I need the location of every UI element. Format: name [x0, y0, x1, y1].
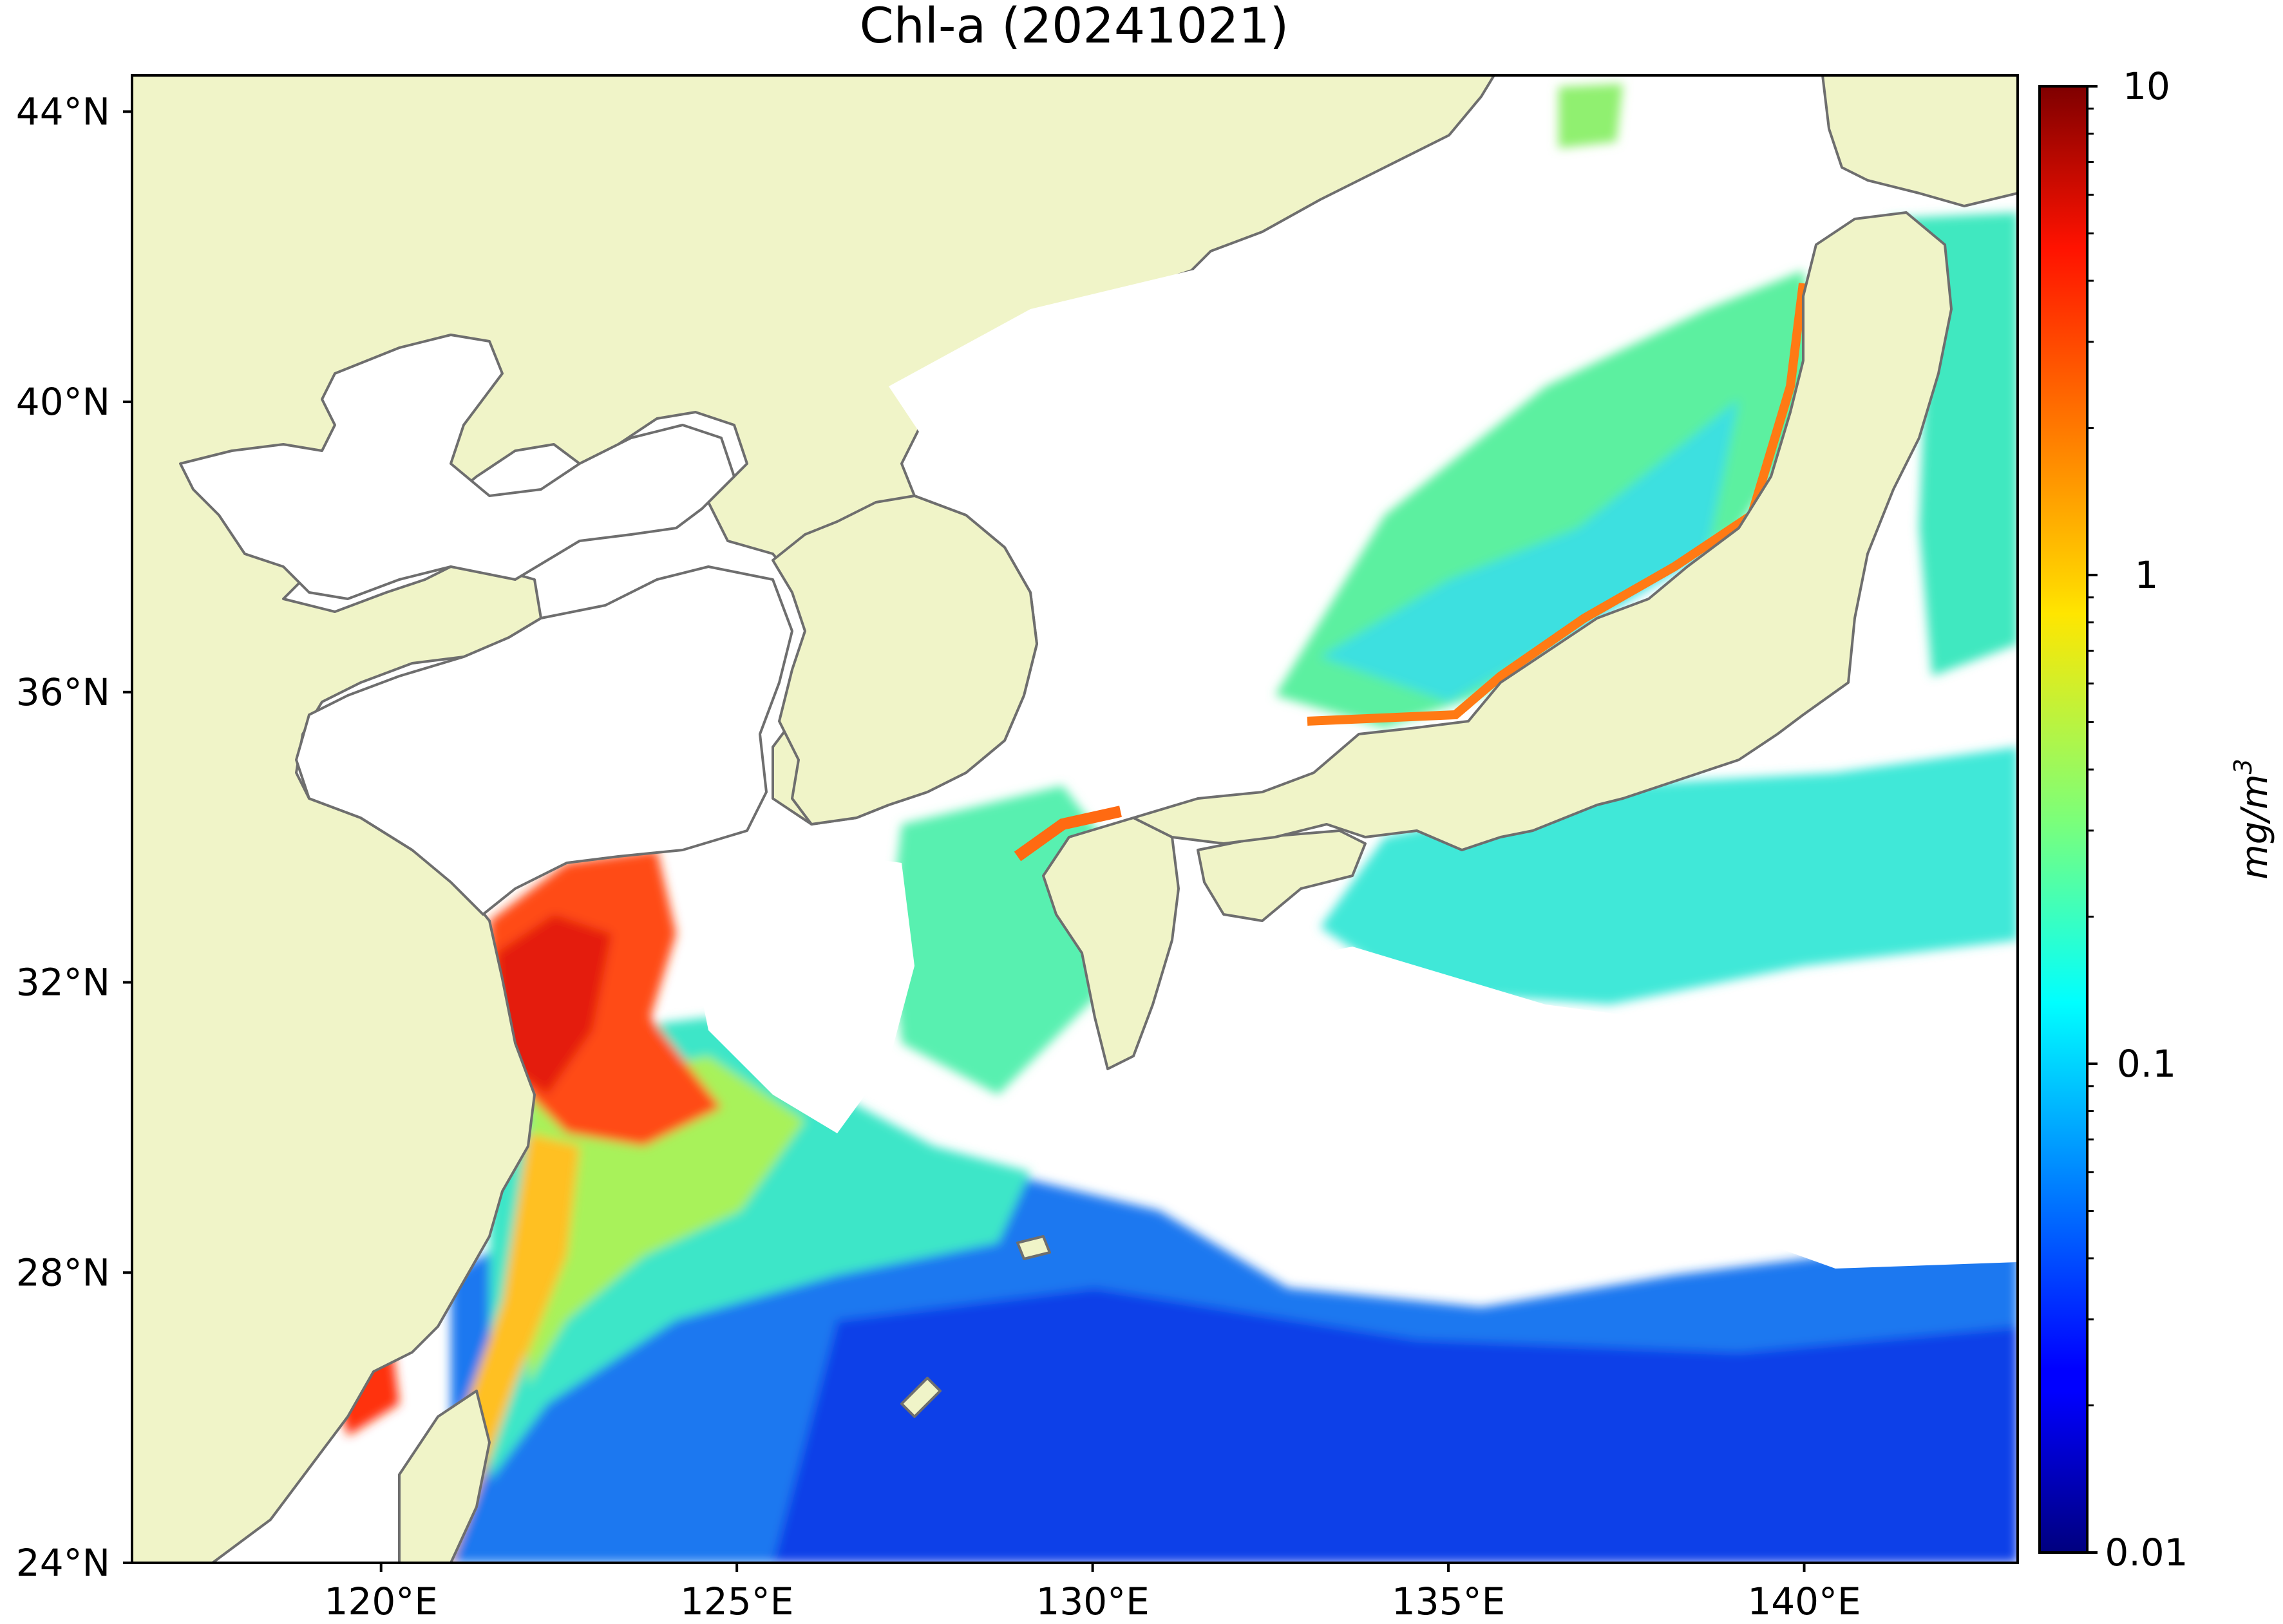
lat-tick-label: 36°N — [16, 670, 110, 714]
korean-peninsula — [772, 495, 1038, 826]
tsushima-coast-band — [1014, 806, 1122, 862]
colorbar-tick-label: 0.1 — [2117, 1042, 2176, 1086]
yangtze-plume-core — [496, 914, 612, 1095]
chlorophyll-field — [328, 84, 2018, 1563]
lon-tick-label: 135°E — [1392, 1580, 1505, 1623]
lat-tick-label: 40°N — [16, 380, 110, 424]
colorbar: 10 1 0.1 0.01 mg/m3 — [2038, 64, 2276, 1574]
hokkaido-island — [1821, 75, 2018, 207]
land — [132, 75, 2018, 1563]
map-panel — [132, 75, 2018, 1563]
colorbar-label: mg/m3 — [2229, 759, 2276, 880]
cloud-kuroshio-band — [1191, 947, 2018, 1269]
colorbar-tick-label: 10 — [2123, 64, 2170, 108]
colorbar-ticks: 10 1 0.1 0.01 — [2087, 64, 2188, 1574]
taiwan-island — [398, 1390, 491, 1563]
lon-tick-label: 120°E — [325, 1580, 438, 1623]
lon-tick-label: 130°E — [1036, 1580, 1149, 1623]
colorbar-tick-label: 0.01 — [2105, 1531, 2188, 1574]
honshu-island — [1132, 211, 1953, 851]
lat-tick-label: 32°N — [16, 961, 110, 1005]
lat-tick-label: 44°N — [16, 90, 110, 133]
cloud-masks — [683, 167, 2018, 1269]
longitude-axis: 120°E 125°E 130°E 135°E 140°E — [325, 1563, 1861, 1623]
sea-of-japan-cyan — [1320, 399, 1739, 702]
latitude-axis: 44°N 40°N 36°N 32°N 28°N 24°N — [16, 90, 132, 1585]
colorbar-gradient — [2038, 85, 2089, 1554]
map-frame — [131, 74, 2019, 1564]
colorbar-unit-superscript: 3 — [2229, 759, 2257, 774]
yellow-sea — [295, 565, 793, 916]
japan-sea-coast-band — [1307, 283, 1808, 726]
bohai-sea — [179, 334, 735, 600]
lon-tick-label: 125°E — [680, 1580, 793, 1623]
figure-title: Chl-a (20241021) — [860, 0, 1289, 54]
shikoku-island — [1197, 829, 1367, 922]
amami-island — [1016, 1235, 1051, 1260]
colorbar-unit: mg/m — [2234, 774, 2276, 880]
lat-tick-label: 28°N — [16, 1251, 110, 1294]
cloud-north-sea-of-japan — [889, 167, 1610, 580]
colorbar-tick-label: 1 — [2135, 553, 2159, 597]
lat-tick-label: 24°N — [16, 1541, 110, 1585]
cloud-east-china-sea — [683, 850, 914, 1133]
lon-tick-label: 140°E — [1747, 1580, 1861, 1623]
northern-strip — [1558, 84, 1623, 148]
south-japan-waters — [1320, 747, 2018, 1005]
okinawa-island — [900, 1377, 942, 1418]
ocean-deep-blue-patch — [773, 1288, 2018, 1563]
